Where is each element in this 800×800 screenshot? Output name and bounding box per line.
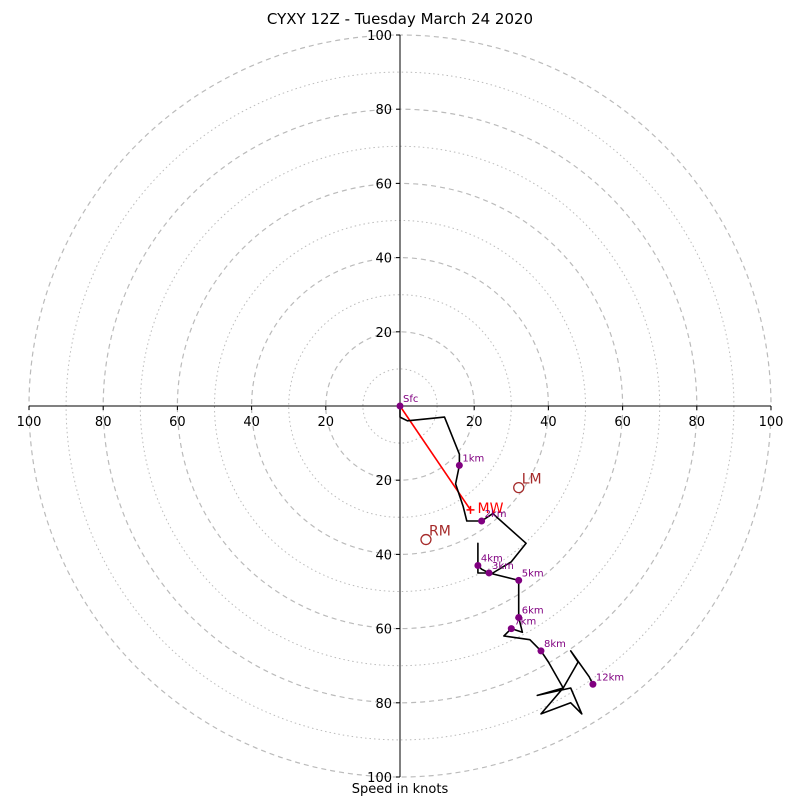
- height-label: 5km: [522, 568, 544, 579]
- chart-title: CYXY 12Z - Tuesday March 24 2020: [266, 10, 534, 28]
- height-label: 4km: [481, 554, 503, 565]
- height-label: 7km: [514, 617, 536, 628]
- storm-motion-label: LM: [522, 472, 542, 488]
- x-axis-label: Speed in knots: [351, 782, 449, 797]
- x-tick-label: 20: [318, 415, 335, 430]
- storm-motion-label: RM: [429, 524, 451, 540]
- height-marker: [515, 576, 523, 584]
- x-tick-label: 20: [466, 415, 483, 430]
- storm-motion-marker: [420, 533, 432, 546]
- hodograph-line: [399, 406, 594, 715]
- height-label: 8km: [544, 639, 566, 650]
- x-tick-label: 80: [95, 415, 112, 430]
- y-tick-label: 20: [375, 474, 392, 489]
- wind-trace: [399, 406, 594, 715]
- height-marker: [515, 613, 523, 621]
- x-tick-label: 100: [759, 415, 784, 430]
- height-marker: [455, 461, 463, 469]
- y-tick-label: 100: [367, 29, 392, 44]
- mean-wind-label: MW: [477, 501, 503, 517]
- height-marker: [396, 402, 404, 410]
- y-tick-label: 80: [375, 103, 392, 118]
- storm-motion-markers: LM RM: [420, 472, 542, 546]
- x-tick-label: 40: [243, 415, 260, 430]
- height-label: Sfc: [403, 394, 418, 405]
- height-marker: [474, 562, 482, 570]
- height-label: 6km: [522, 605, 544, 616]
- y-tick-label: 40: [375, 252, 392, 267]
- height-label: 2km: [485, 509, 507, 520]
- y-tick-label: 40: [375, 548, 392, 563]
- mean-wind-vector: MW: [399, 405, 504, 517]
- height-label: 1km: [462, 453, 484, 464]
- height-marker: [589, 680, 597, 688]
- x-tick-label: 100: [17, 415, 42, 430]
- x-tick-label: 40: [540, 415, 557, 430]
- height-label: 3km: [492, 561, 514, 572]
- height-label: 12km: [596, 672, 624, 683]
- axis-ticks: 100 80 60 40 20 20 40 60 80 100 100 80 60 40 20 20 40 60 8…: [17, 29, 784, 786]
- height-marker: [537, 647, 545, 655]
- height-marker: [507, 625, 515, 633]
- storm-motion-marker: [513, 481, 525, 494]
- y-tick-label: 20: [375, 326, 392, 341]
- x-tick-label: 60: [169, 415, 186, 430]
- y-tick-label: 100: [367, 771, 392, 786]
- y-tick-label: 60: [375, 177, 392, 192]
- height-marker: [478, 517, 486, 525]
- x-tick-label: 80: [689, 415, 706, 430]
- y-tick-label: 60: [375, 623, 392, 638]
- y-tick-label: 80: [375, 697, 392, 712]
- x-tick-label: 60: [614, 415, 631, 430]
- height-marker: [485, 569, 493, 577]
